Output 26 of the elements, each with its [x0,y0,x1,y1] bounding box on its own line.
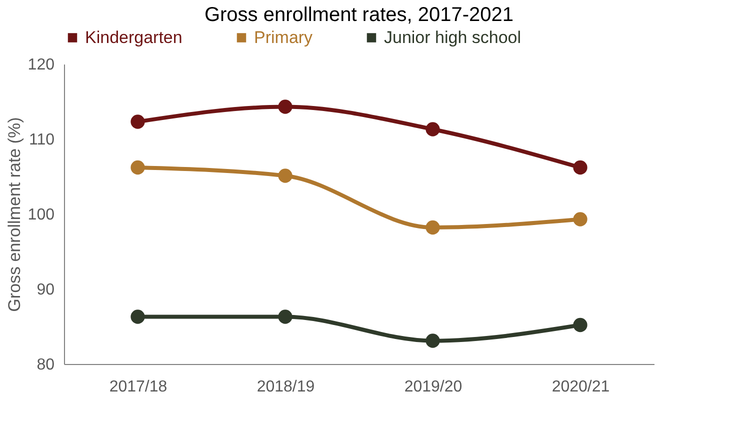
legend-label: Junior high school [384,28,522,47]
point [573,212,588,226]
y-tick-label: 110 [28,132,55,148]
x-tick-label: 2017/18 [109,378,168,396]
x-tick-label: 2018/19 [256,378,315,396]
point [573,318,588,332]
point [426,122,440,136]
x-tick-label: 2020/21 [552,378,610,396]
y-axis-title: Gross enrollment rate (%) [4,117,24,312]
x-tick-label: 2019/20 [404,378,462,396]
point [278,100,292,114]
y-tick-label: 80 [36,356,55,374]
point [426,334,440,348]
legend-label: Primary [254,28,314,47]
point [573,160,588,175]
point [278,168,292,183]
y-tick-label: 90 [36,282,55,298]
y-tick-label: 120 [28,56,55,74]
legend-label: Kindergarten [85,28,182,47]
y-tick-label: 100 [28,206,55,224]
chart-title: Gross enrollment rates, 2017-2021 [204,4,514,26]
point [426,220,440,235]
point [278,310,292,324]
point [130,114,145,129]
point [130,160,145,175]
point [130,310,145,324]
